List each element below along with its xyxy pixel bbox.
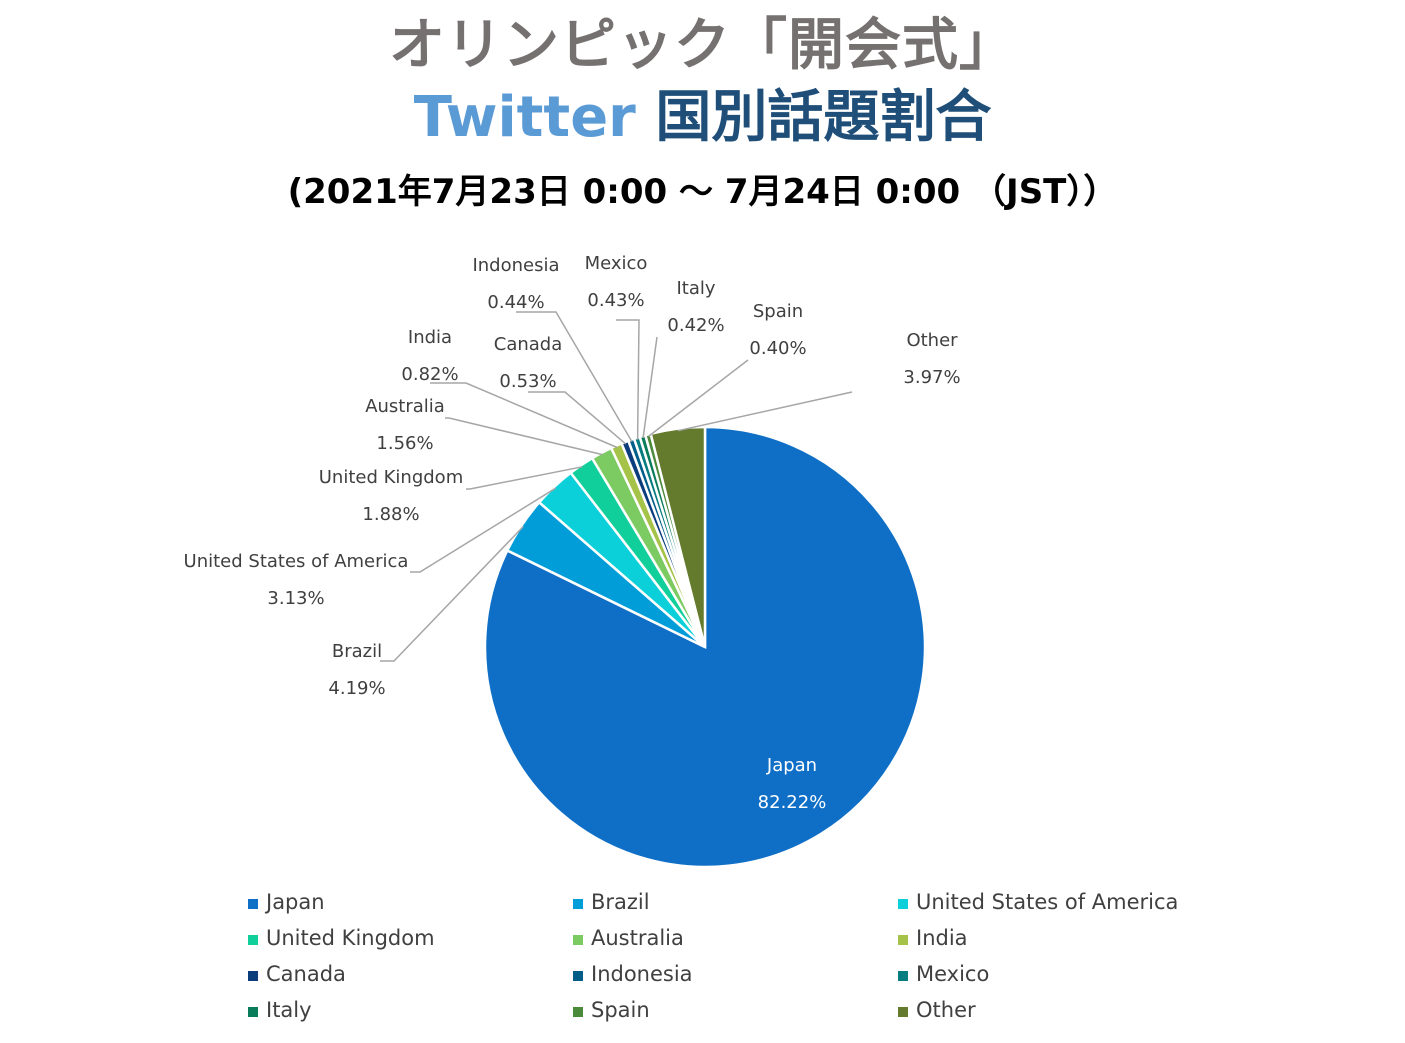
legend-label-australia: Australia [591,926,684,950]
leader-line-united-states-of-america [410,487,556,573]
data-label-value-spain: 0.40% [749,338,806,359]
legend-label-other: Other [916,998,976,1022]
legend-swatch-australia [573,935,583,945]
leader-line-india [430,382,618,449]
data-label-value-mexico: 0.43% [587,290,644,311]
legend-swatch-mexico [898,971,908,981]
data-label-value-canada: 0.53% [499,371,556,392]
leader-line-mexico [616,319,640,440]
data-label-name-united-states-of-america: United States of America [184,551,409,572]
legend-swatch-united-states-of-america [898,899,908,909]
legend-label-canada: Canada [266,962,346,986]
leader-lines [380,311,853,662]
legend-label-united-kingdom: United Kingdom [266,926,435,950]
data-label-value-india: 0.82% [401,364,458,385]
legend-label-mexico: Mexico [916,962,989,986]
legend-label-brazil: Brazil [591,890,650,914]
data-label-name-other: Other [906,330,958,351]
chart-title: オリンピック「開会式」 Twitter 国別話題割合 (2021年7月23日 0… [0,10,1405,222]
pie-slices [483,425,927,869]
data-label-value-united-states-of-america: 3.13% [267,588,324,609]
leader-line-spain [648,359,749,437]
leader-line-italy [642,336,658,439]
legend-label-italy: Italy [266,998,312,1022]
legend-label-india: India [916,926,968,950]
legend-swatch-spain [573,1007,583,1017]
data-label-name-mexico: Mexico [585,253,648,274]
title-country-share: 国別話題割合 [655,85,992,150]
leader-line-other [677,391,853,432]
leader-line-brazil [380,525,524,662]
leader-line-canada [528,391,627,445]
data-label-value-indonesia: 0.44% [487,292,544,313]
legend-swatch-indonesia [573,971,583,981]
legend-swatch-japan [248,899,258,909]
legend-swatch-india [898,935,908,945]
title-line-2: Twitter 国別話題割合 [0,82,1405,154]
data-label-value-japan: 82.22% [758,792,827,813]
legend-label-spain: Spain [591,998,650,1022]
legend-swatch-italy [248,1007,258,1017]
data-label-name-canada: Canada [494,334,563,355]
data-label-name-spain: Spain [753,301,803,322]
legend: Japan Brazil United States of America Unite… [248,890,1178,1022]
title-twitter: Twitter [413,85,636,150]
data-label-name-australia: Australia [365,396,445,417]
data-label-value-united-kingdom: 1.88% [362,504,419,525]
leader-line-united-kingdom [466,466,583,490]
chart-subtitle: (2021年7月23日 0:00 ～ 7月24日 0:00 （JST）） [287,172,1118,212]
legend-label-united-states-of-america: United States of America [916,890,1178,914]
title-line-1: オリンピック「開会式」 [389,13,1016,78]
legend-label-indonesia: Indonesia [591,962,693,986]
data-labels: Japan 82.22% Brazil 4.19% United States of A… [184,253,961,813]
data-label-value-italy: 0.42% [667,315,724,336]
legend-swatch-canada [248,971,258,981]
data-label-value-brazil: 4.19% [328,678,385,699]
data-label-name-italy: Italy [676,278,715,299]
data-label-value-australia: 1.56% [376,433,433,454]
legend-label-japan: Japan [264,890,325,914]
data-label-name-indonesia: Indonesia [472,255,559,276]
leader-line-indonesia [516,311,633,442]
data-label-name-japan: Japan [766,755,817,776]
data-label-value-other: 3.97% [903,367,960,388]
data-label-name-united-kingdom: United Kingdom [319,467,463,488]
leader-line-australia [445,417,603,456]
legend-swatch-other [898,1007,908,1017]
data-label-name-india: India [408,327,452,348]
data-label-name-brazil: Brazil [332,641,382,662]
legend-swatch-united-kingdom [248,935,258,945]
legend-swatch-brazil [573,899,583,909]
